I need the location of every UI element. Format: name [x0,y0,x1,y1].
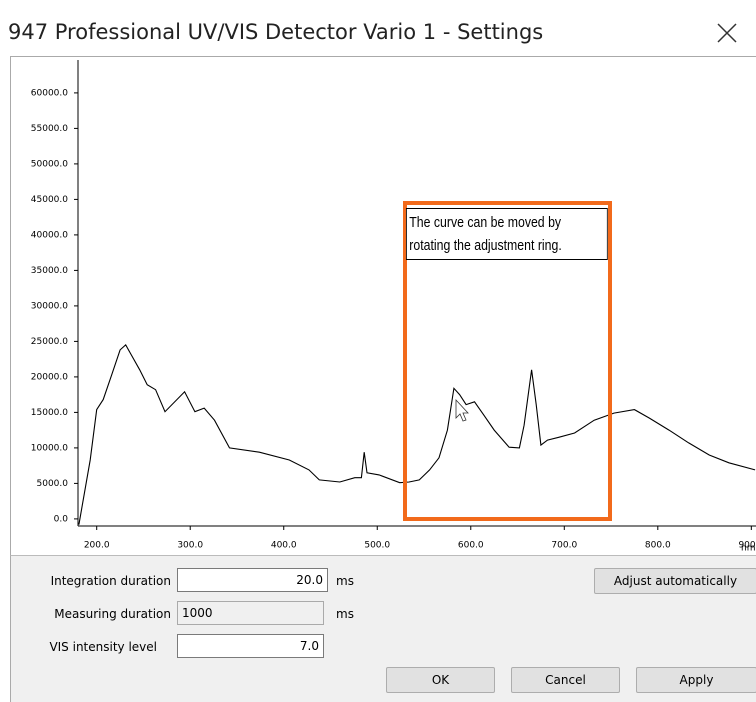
chart: 0.0 5000.0 10000.0 15000.0 20000.0 25000.0 300… [31,60,756,554]
x-tick-label: 300.0 [177,541,203,551]
text-input: 1000 [177,601,324,625]
cursor [455,398,469,422]
y-tick-label: 10000.0 [31,443,68,453]
unit-label: ms [336,574,354,588]
y-tick-label: 60000.0 [31,88,68,98]
unit-label: ms [336,607,354,621]
highlight-box [403,201,612,521]
title-bar: 947 Professional UV/VIS Detector Vario 1… [0,0,756,56]
y-tick-label: 55000.0 [31,124,68,134]
y-tick-label: 25000.0 [31,337,68,347]
x-tick-label: 200.0 [84,541,110,551]
form-panel: Integration duration 20.0 ms Measuring d… [10,555,756,702]
text-input[interactable]: 20.0 [177,568,328,592]
y-tick-label: 0.0 [54,514,69,524]
window-title: 947 Professional UV/VIS Detector Vario 1… [8,20,544,44]
field-label: Integration duration [50,574,171,588]
y-tick-label: 45000.0 [31,195,68,205]
x-axis-label: nm [741,544,755,554]
close-button[interactable] [714,20,740,46]
y-tick-label: 5000.0 [37,479,69,489]
y-tick-label: 30000.0 [31,301,68,311]
y-tick-label: 15000.0 [31,408,68,418]
x-tick-label: 500.0 [364,541,390,551]
x-tick-label: 700.0 [551,541,577,551]
field-label: VIS intensity level [49,640,157,654]
x-tick-label: 900.0 [738,541,756,551]
x-tick-label: 400.0 [271,541,297,551]
y-tick-label: 40000.0 [31,230,68,240]
ok-button[interactable]: OK [386,667,495,693]
apply-button[interactable]: Apply [636,667,756,693]
adjust-button[interactable]: Adjust automatically [594,568,756,594]
text-input[interactable]: 7.0 [177,634,324,658]
y-tick-label: 50000.0 [31,159,68,169]
y-tick-label: 20000.0 [31,372,68,382]
y-tick-label: 35000.0 [31,266,68,276]
x-tick-label: 800.0 [645,541,671,551]
curve [78,344,756,525]
annotation: The curve can be moved by rotating the a… [406,208,608,260]
field-label: Measuring duration [54,607,171,621]
chart-panel [10,56,756,555]
cancel-button[interactable]: Cancel [511,667,620,693]
x-tick-label: 600.0 [458,541,484,551]
